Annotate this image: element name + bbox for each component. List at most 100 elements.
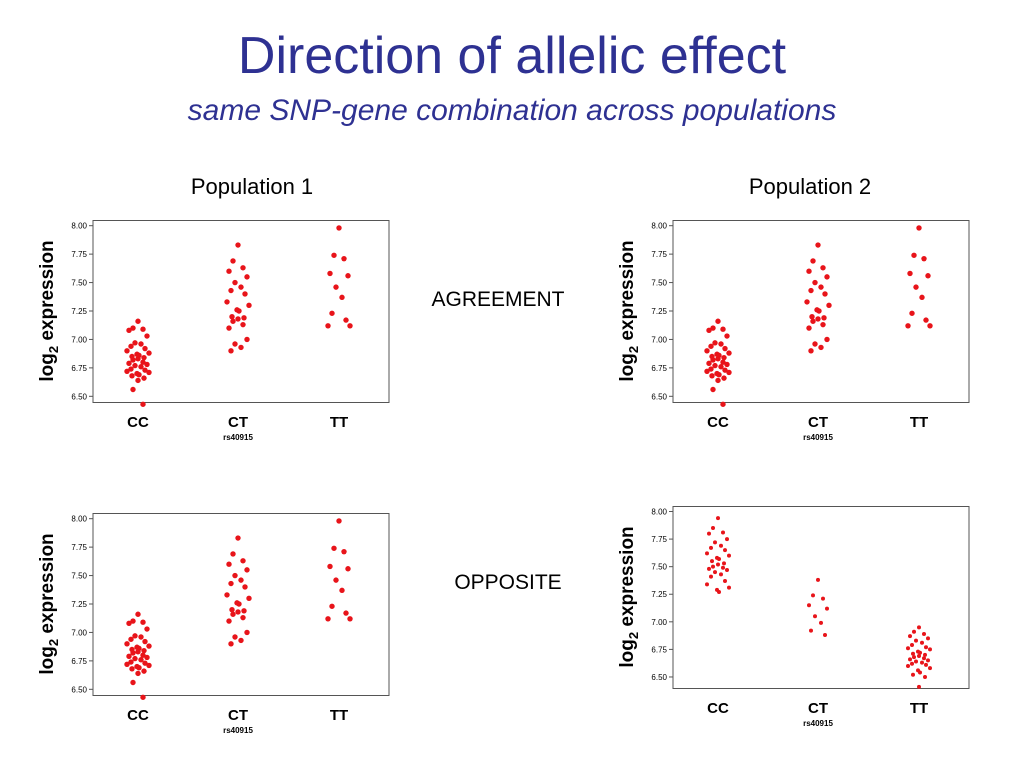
data-point [710, 325, 716, 331]
data-point [238, 344, 244, 351]
data-point [331, 545, 337, 551]
data-point [716, 562, 720, 567]
data-point [922, 656, 926, 661]
x-tick-label: CT [808, 414, 828, 431]
x-axis-label: rs40915 [803, 433, 833, 442]
scatter-plot-svg: 8.00 7.75 7.50 7.25 7.00 6.75 6.50 log2 express… [37, 220, 390, 442]
data-point [722, 561, 726, 566]
data-point [232, 572, 238, 579]
data-point [128, 343, 134, 349]
x-tick-label: CT [228, 707, 248, 724]
data-point [124, 661, 130, 667]
y-axis-label: log2 expression [37, 533, 61, 674]
data-point [236, 601, 242, 607]
y-tick-label: 6.75 [71, 364, 87, 373]
x-axis-label: rs40915 [803, 719, 833, 728]
data-point [725, 567, 729, 572]
data-point [126, 620, 132, 627]
data-point [715, 356, 721, 362]
data-point [144, 654, 150, 661]
data-point [246, 595, 252, 602]
data-point [246, 302, 252, 309]
x-tick-label: TT [910, 700, 928, 717]
data-point [721, 375, 727, 381]
data-point [821, 596, 825, 601]
y-axis-label-rest: expression [617, 240, 638, 346]
x-tick-label: CC [707, 700, 729, 717]
y-axis-label-rest: expression [617, 526, 638, 632]
data-point [138, 634, 144, 640]
data-point [810, 258, 816, 264]
data-point [819, 620, 823, 625]
data-point [343, 610, 349, 616]
data-point [244, 629, 250, 636]
y-tick-label: 6.75 [651, 364, 667, 373]
data-point [816, 577, 820, 582]
data-point [235, 609, 241, 615]
data-point [230, 611, 236, 617]
data-point [924, 645, 928, 650]
data-point [704, 348, 710, 354]
data-point [815, 242, 821, 248]
y-tick-label: 7.75 [651, 250, 667, 259]
data-point [705, 582, 709, 587]
data-point [906, 663, 910, 668]
y-tick-label: 7.25 [71, 600, 87, 609]
data-point [327, 563, 333, 570]
y-tick-label: 8.00 [651, 222, 667, 231]
data-point [919, 294, 925, 301]
data-point [130, 618, 136, 624]
data-point [232, 341, 238, 347]
data-point [809, 628, 813, 633]
data-point [706, 327, 712, 334]
data-point [129, 373, 135, 379]
data-point [812, 341, 818, 347]
data-point [128, 659, 134, 665]
chart-pop1-agreement: 8.00 7.75 7.50 7.25 7.00 6.75 6.50 log2 express… [33, 220, 393, 455]
data-point [226, 325, 232, 331]
data-point [345, 566, 351, 572]
data-point [230, 258, 236, 264]
data-point [232, 279, 238, 286]
data-point [144, 626, 150, 632]
data-point [341, 255, 347, 262]
chart-pop2-opposite: 8.00 7.75 7.50 7.25 7.00 6.75 6.50 log2 express… [613, 506, 973, 741]
data-point [927, 323, 933, 329]
data-point [716, 372, 722, 378]
y-axis-label-log: log [617, 353, 638, 382]
data-point [235, 316, 241, 322]
y-axis-label: log2 expression [617, 526, 641, 667]
y-tick-label: 7.75 [71, 250, 87, 259]
scatter-plot-svg: 8.00 7.75 7.50 7.25 7.00 6.75 6.50 log2 express… [617, 220, 970, 442]
y-tick-label: 6.50 [651, 673, 667, 682]
data-point [905, 323, 911, 329]
data-point [140, 401, 146, 407]
y-tick-label: 7.25 [651, 307, 667, 316]
data-point [926, 658, 930, 663]
data-point [135, 356, 141, 362]
data-point [716, 516, 720, 521]
data-point [807, 603, 811, 608]
data-point [333, 284, 339, 290]
data-point [244, 336, 250, 343]
data-point [333, 577, 339, 583]
data-point [718, 341, 724, 347]
data-point [140, 359, 146, 365]
data-point [723, 579, 727, 584]
data-point [244, 274, 250, 280]
data-point [232, 634, 238, 640]
y-tick-label: 6.50 [651, 392, 667, 401]
data-point [138, 657, 144, 663]
data-point [135, 377, 141, 384]
data-point [706, 360, 712, 367]
data-point [146, 643, 152, 649]
data-point [347, 323, 353, 329]
data-point [242, 584, 248, 590]
data-point [132, 655, 138, 662]
data-point [144, 333, 150, 339]
data-point [721, 565, 725, 570]
data-point [138, 364, 144, 370]
data-point [710, 559, 714, 564]
data-point [238, 577, 244, 583]
data-point [140, 326, 146, 332]
